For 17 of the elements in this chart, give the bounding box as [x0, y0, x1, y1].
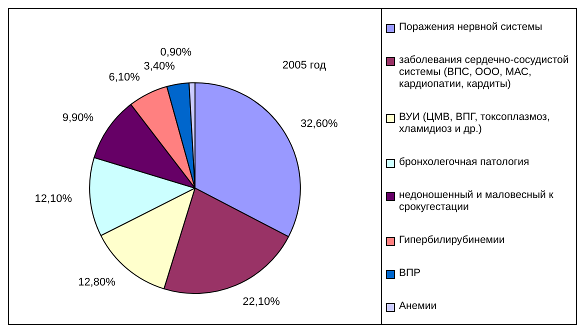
data-label: 22,10% [242, 296, 280, 308]
legend-label: Гипербилирубинемии [399, 234, 505, 246]
legend-label: бронхолегочная патология [399, 156, 530, 168]
data-label: 3,40% [144, 60, 176, 72]
legend-label: Поражения нервной системы [399, 21, 542, 34]
data-label: 6,10% [108, 72, 140, 84]
data-label: 9,90% [62, 112, 94, 124]
legend-label: недоношенный и маловесный к срокугестации [399, 188, 554, 213]
text: 2005 год [282, 60, 327, 72]
legend-label: ВПР [399, 266, 421, 279]
legend-label: ВУИ (ЦМВ, ВПГ, токсоплазмоз, хламидиоз и др.) [399, 111, 551, 136]
data-label: 0,90% [160, 46, 192, 58]
legend-label: заболевания сердечно-сосудистой системы (ВПС, ООО, МАС, кардиопатии, кардиты) [399, 54, 570, 90]
legend-label: Анемии [399, 300, 437, 312]
data-label: 32,60% [300, 118, 338, 130]
data-label: 12,10% [34, 192, 72, 205]
data-label: 12,80% [78, 276, 116, 288]
